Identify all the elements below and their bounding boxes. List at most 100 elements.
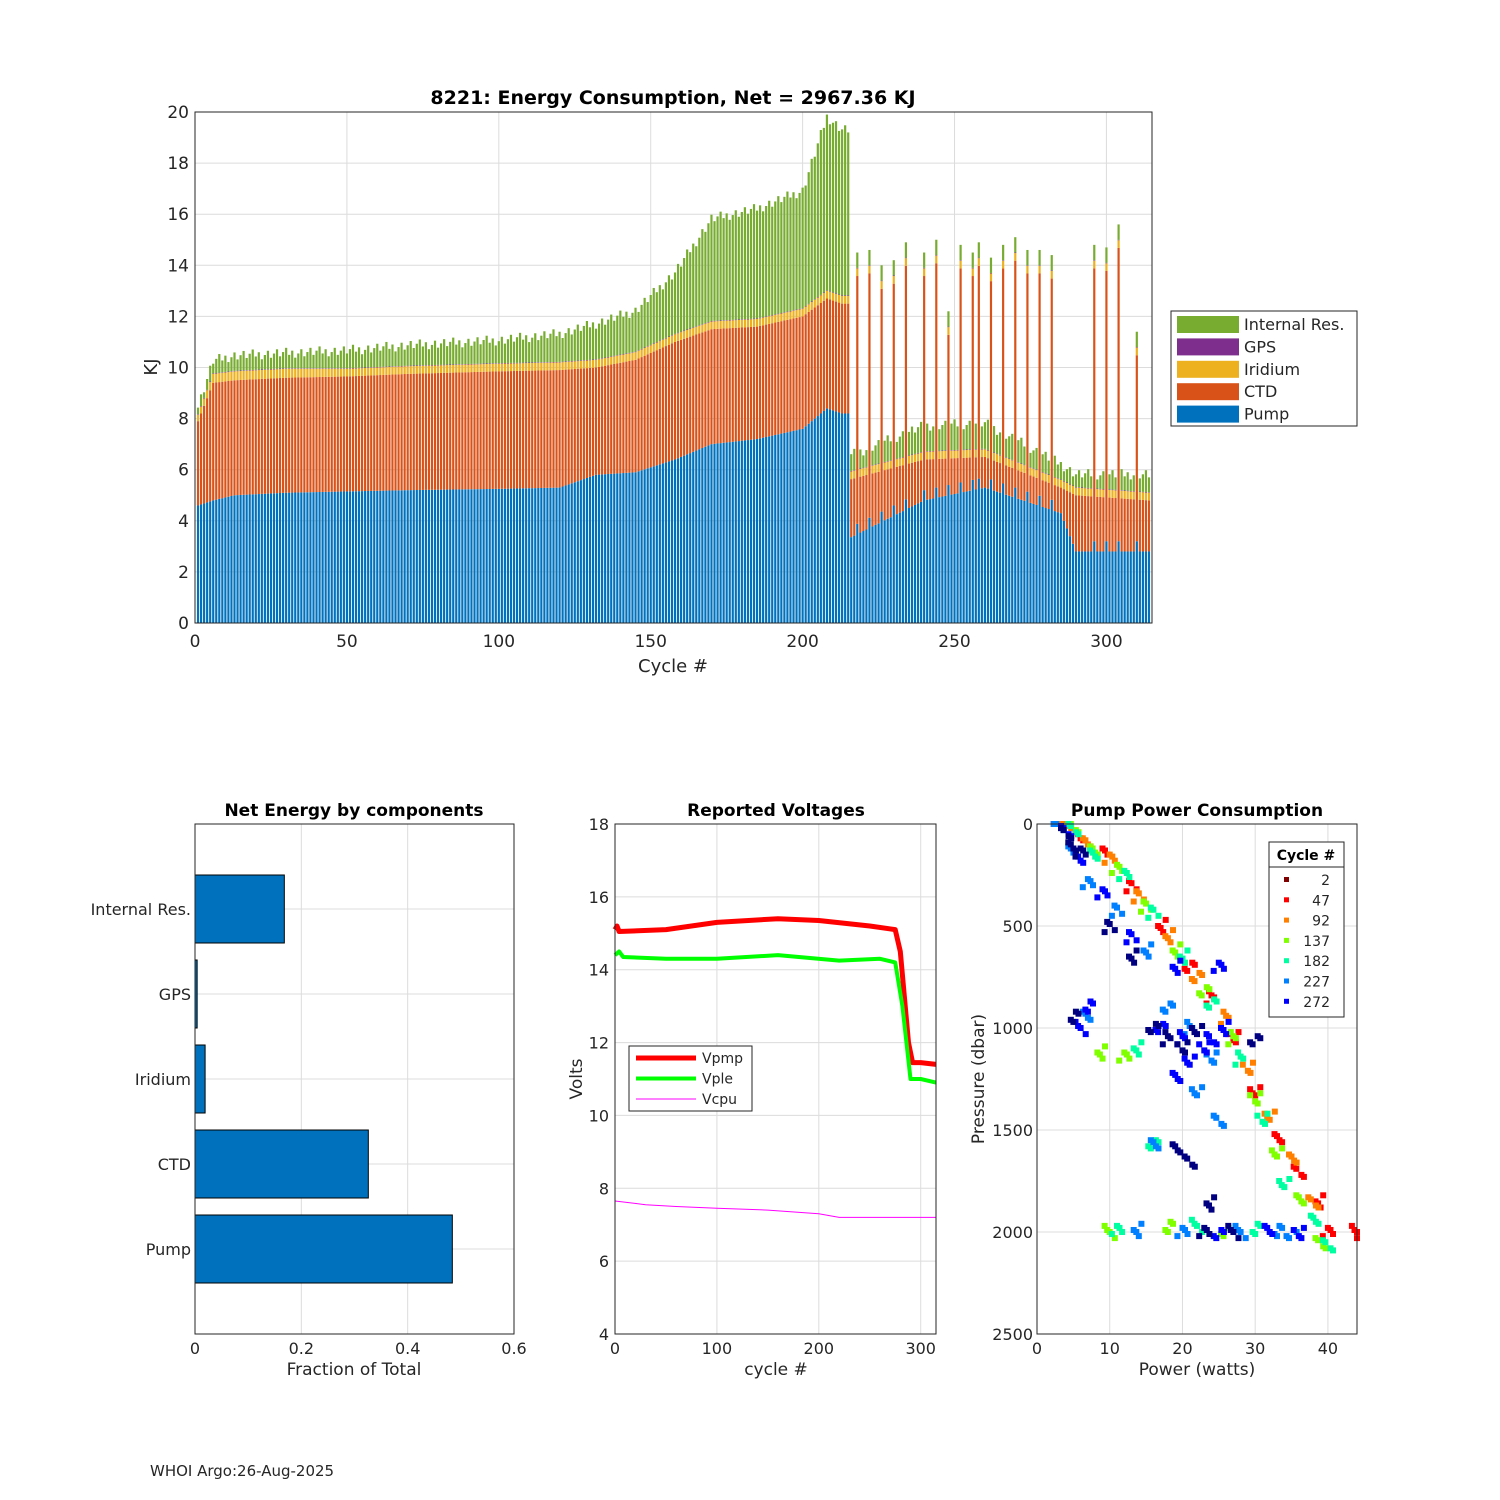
energy-bar-iridium [938,451,941,459]
pump-scatter-point [1247,1069,1254,1076]
energy-bar-internal [652,287,655,344]
pump-scatter-point [1123,1051,1130,1058]
energy-bar-iridium [348,368,352,377]
pump-scatter-point [1176,1029,1183,1036]
energy-bar-pump [1123,551,1126,623]
energy-bar-iridium [1065,482,1069,491]
energy-bar-iridium [692,327,695,336]
energy-bar-iridium [491,363,494,372]
energy-bar-iridium [1074,487,1078,496]
energy-bar-pump [391,490,394,623]
energy-bar-pump [807,423,810,623]
energy-bar-gps [282,368,285,369]
energy-bar-gps [312,368,315,369]
energy-bar-iridium [989,273,993,282]
energy-bar-internal [676,263,680,333]
energy-bar-pump [983,487,986,623]
energy-bar-ctd [777,321,780,435]
energy-bar-ctd [1117,247,1120,542]
energy-bar-iridium [333,368,336,377]
energy-bar-internal [364,349,367,368]
energy-bar-gps [436,364,440,366]
energy-bar-internal [1077,470,1081,488]
energy-bar-gps [1035,469,1038,471]
pump-y-tick-label: 1000 [992,1019,1033,1038]
energy-bar-pump [758,438,762,623]
pump-scatter-point [1111,857,1118,864]
energy-bar-pump [199,504,203,623]
energy-bar-iridium [488,363,491,372]
energy-bar-pump [680,456,683,623]
energy-bar-internal [473,341,476,364]
energy-bar-ctd [698,333,701,450]
energy-bar-pump [1126,551,1129,623]
energy-x-tick-label: 150 [634,632,666,652]
pump-y-tick-label: 500 [1002,917,1033,936]
energy-bar-pump [579,480,582,623]
energy-bar-internal [886,435,889,462]
energy-bar-iridium [807,304,810,312]
energy-bar-iridium [713,321,716,330]
energy-bar-gps [701,324,704,325]
energy-bar-internal [522,339,525,363]
energy-bar-internal [986,419,990,450]
energy-bar-internal [485,335,488,364]
energy-bar-gps [1044,473,1047,474]
energy-bar-pump [272,493,276,623]
energy-bar-iridium [199,406,203,414]
energy-bar-gps [391,366,394,367]
energy-bar-ctd [686,337,689,455]
pump-scatter-point [1162,916,1169,923]
pump-scatter-point [1247,1092,1254,1099]
energy-bar-pump [831,410,835,623]
pump-scatter-point [1155,1023,1162,1029]
energy-bar-gps [904,257,908,259]
voltages-y-tick-label: 12 [589,1034,609,1053]
energy-bar-pump [485,489,488,623]
energy-bar-pump [986,488,990,623]
energy-bar-pump [643,469,646,623]
energy-bar-internal [272,353,276,369]
energy-bar-ctd [491,371,494,489]
energy-bar-pump [607,474,610,623]
energy-bar-iridium [1050,270,1053,279]
energy-bar-pump [285,492,288,623]
energy-bar-pump [625,472,628,623]
pump-legend-label: 92 [1312,914,1330,930]
energy-bar-gps [1071,485,1075,487]
energy-y-tick-label: 6 [178,461,189,481]
energy-bar-internal [765,206,768,317]
energy-bar-pump [646,468,649,623]
energy-bar-pump [995,491,999,623]
energy-bar-iridium [801,308,804,317]
voltages-y-tick-label: 8 [599,1179,609,1198]
pump-scatter-point [1322,1245,1329,1252]
energy-bar-pump [604,474,607,623]
energy-bar-internal [1132,475,1135,492]
energy-bar-internal [528,342,531,363]
energy-bar-internal [467,338,470,365]
energy-bar-iridium [844,295,847,304]
energy-bar-internal [913,432,917,454]
energy-bar-pump [762,437,765,623]
pump-scatter-point [1119,1229,1126,1235]
energy-bar-ctd [537,370,540,489]
energy-bar-pump [549,487,552,623]
energy-bar-ctd [278,378,282,493]
energy-bar-iridium [667,337,671,345]
energy-bar-ctd [859,476,862,533]
energy-chart-title: 8221: Energy Consumption, Net = 2967.36 … [430,87,915,109]
energy-bar-gps [664,337,667,339]
energy-bar-gps [373,367,376,368]
energy-bar-internal [825,114,829,291]
energy-bar-iridium [1120,490,1123,499]
energy-y-tick-label: 8 [178,410,189,430]
energy-bar-iridium [266,369,270,379]
pump-scatter-point [1101,859,1108,866]
pump-scatter-point [1186,1061,1193,1068]
energy-bar-iridium [944,450,947,459]
energy-bar-ctd [585,368,589,478]
pump-scatter-point [1133,1047,1140,1054]
energy-bar-ctd [272,378,276,494]
components-bar [194,874,285,944]
